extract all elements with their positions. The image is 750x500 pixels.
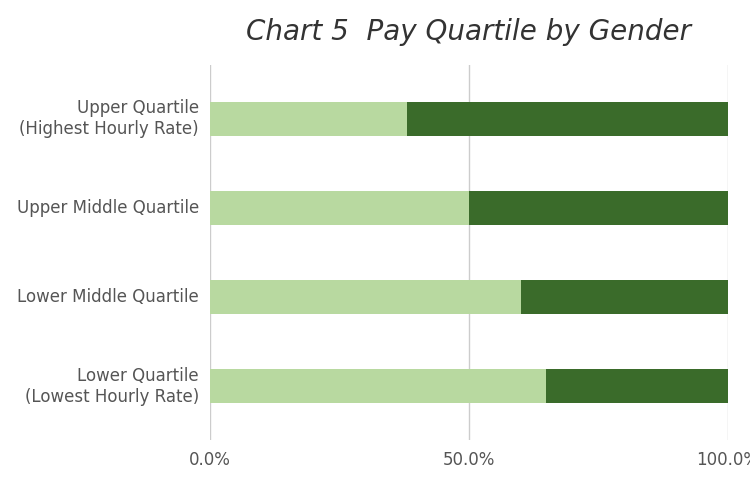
Bar — [210, 191, 469, 225]
Bar — [210, 280, 520, 314]
Bar — [406, 102, 728, 136]
Title: Chart 5  Pay Quartile by Gender: Chart 5 Pay Quartile by Gender — [246, 18, 692, 46]
Bar — [520, 280, 728, 314]
Bar — [469, 191, 728, 225]
Bar — [210, 370, 546, 404]
Bar — [210, 102, 406, 136]
Bar — [546, 370, 728, 404]
